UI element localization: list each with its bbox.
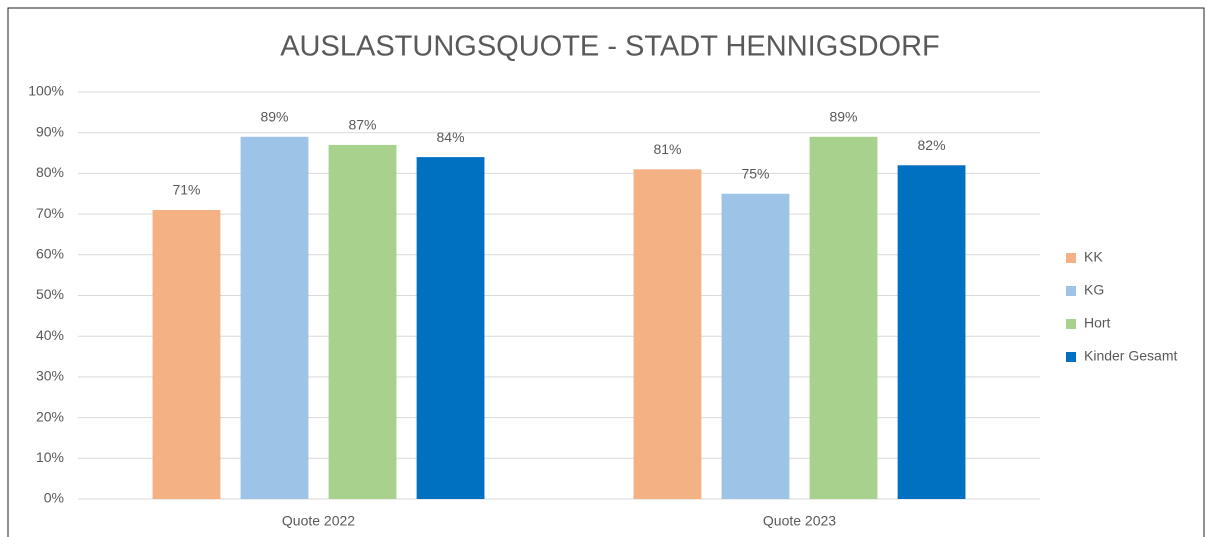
bar bbox=[721, 193, 790, 499]
y-tick-label: 70% bbox=[36, 205, 64, 221]
bar bbox=[809, 136, 878, 499]
legend-label: Hort bbox=[1084, 315, 1111, 331]
data-label: 89% bbox=[260, 108, 288, 124]
x-tick-label: Quote 2022 bbox=[282, 513, 355, 529]
y-tick-label: 60% bbox=[36, 246, 64, 262]
data-label: 82% bbox=[918, 137, 946, 153]
y-tick-label: 0% bbox=[44, 490, 64, 506]
legend-label: KK bbox=[1084, 249, 1103, 265]
bar bbox=[633, 169, 702, 499]
data-label: 84% bbox=[437, 129, 465, 145]
y-tick-label: 20% bbox=[36, 408, 64, 424]
y-tick-label: 40% bbox=[36, 327, 64, 343]
chart-title: AUSLASTUNGSQUOTE - STADT HENNIGSDORF bbox=[280, 31, 940, 63]
legend-swatch bbox=[1066, 286, 1076, 296]
x-tick-label: Quote 2023 bbox=[763, 513, 836, 529]
bar bbox=[240, 136, 309, 499]
legend-label: KG bbox=[1084, 282, 1104, 298]
y-tick-label: 10% bbox=[36, 449, 64, 465]
data-label: 71% bbox=[172, 182, 200, 198]
bar bbox=[416, 157, 485, 499]
legend-swatch bbox=[1066, 352, 1076, 362]
legend-swatch bbox=[1066, 319, 1076, 329]
data-label: 87% bbox=[348, 117, 376, 133]
y-tick-label: 80% bbox=[36, 164, 64, 180]
bar bbox=[152, 210, 221, 499]
chart-border bbox=[7, 7, 1205, 537]
data-label: 75% bbox=[741, 165, 769, 181]
data-label: 81% bbox=[653, 141, 681, 157]
y-tick-label: 30% bbox=[36, 368, 64, 384]
y-tick-label: 100% bbox=[28, 83, 64, 99]
bar bbox=[328, 144, 397, 499]
data-label: 89% bbox=[829, 108, 857, 124]
y-tick-label: 50% bbox=[36, 286, 64, 302]
legend-swatch bbox=[1066, 253, 1076, 263]
bar bbox=[897, 165, 966, 499]
y-tick-label: 90% bbox=[36, 123, 64, 139]
legend-label: Kinder Gesamt bbox=[1084, 348, 1177, 364]
